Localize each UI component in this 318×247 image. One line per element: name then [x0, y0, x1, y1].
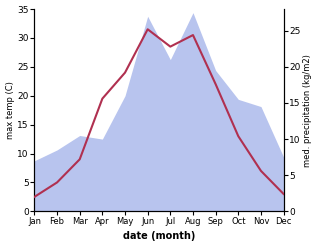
- Y-axis label: max temp (C): max temp (C): [5, 81, 15, 139]
- Y-axis label: med. precipitation (kg/m2): med. precipitation (kg/m2): [303, 54, 313, 167]
- X-axis label: date (month): date (month): [123, 231, 195, 242]
